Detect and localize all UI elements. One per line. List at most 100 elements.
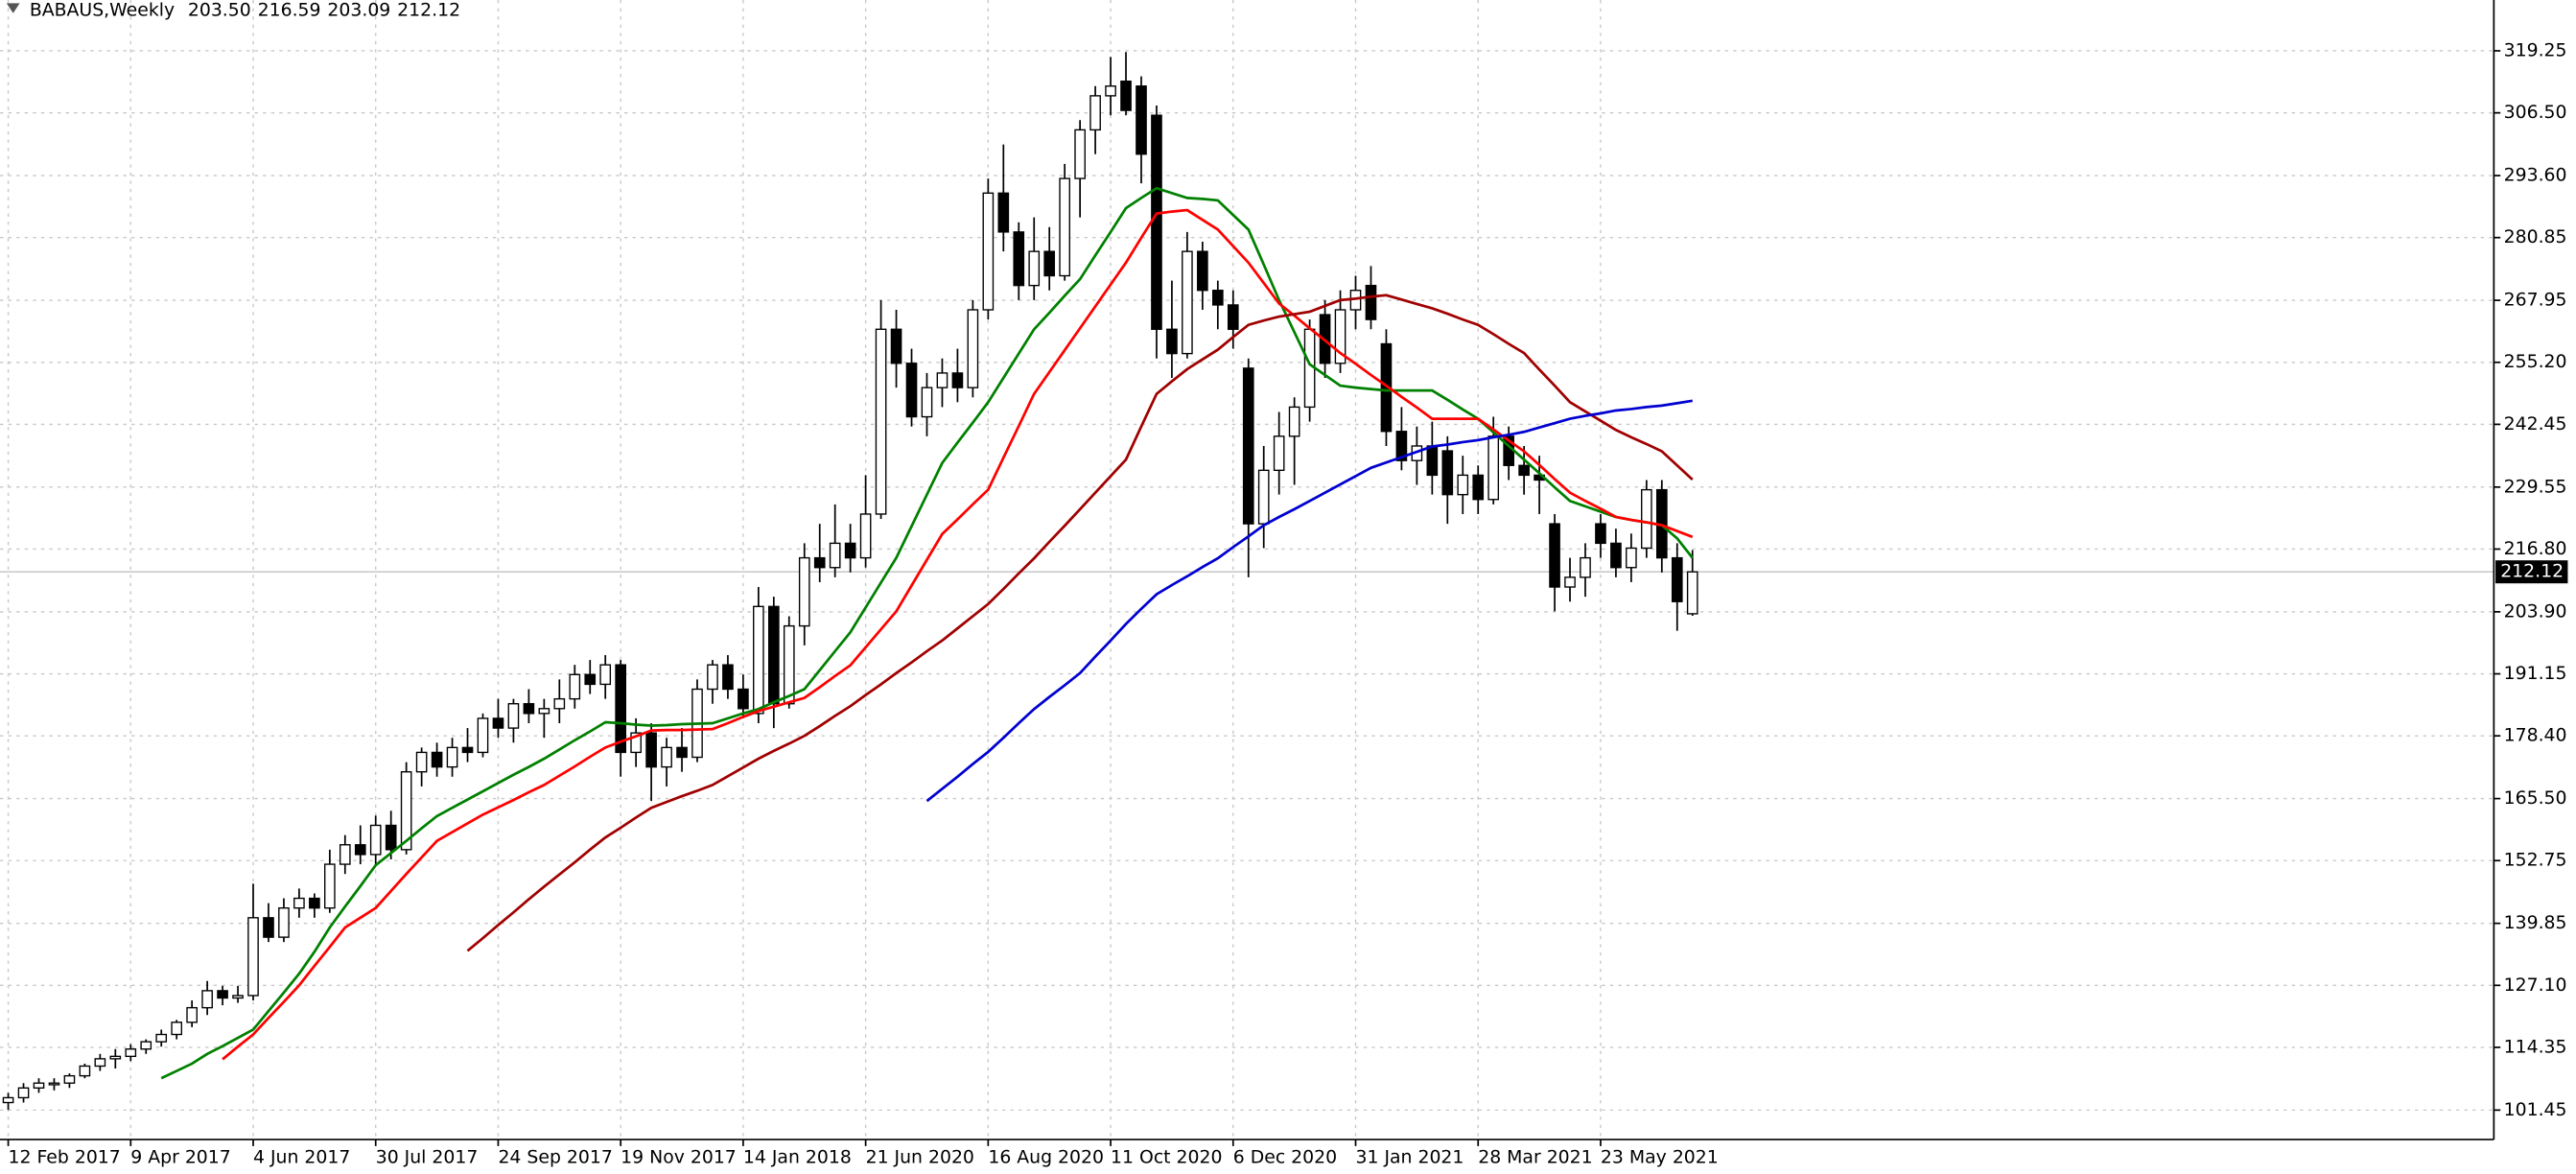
moving-average-line — [925, 399, 1693, 803]
candle-body — [492, 717, 504, 729]
candle-body — [155, 1033, 168, 1043]
candle-body — [385, 824, 397, 851]
candle-body — [354, 844, 366, 856]
candle-body — [875, 328, 887, 515]
candle-body — [584, 673, 597, 686]
moving-average-line — [160, 186, 1694, 1080]
candle-body — [278, 907, 290, 938]
x-tick-label: 12 Feb 2017 — [9, 1147, 121, 1167]
y-tick-label: 178.40 — [2504, 726, 2567, 746]
candle-body — [523, 703, 535, 715]
candle-body — [400, 771, 412, 851]
candle-body — [369, 824, 382, 856]
x-tick-label: 24 Sep 2017 — [498, 1147, 612, 1167]
candle-body — [1197, 250, 1208, 292]
candle-body — [247, 917, 259, 997]
candle-body — [615, 664, 626, 754]
y-tick-label: 293.60 — [2504, 166, 2567, 186]
candle-body — [1074, 129, 1086, 179]
readout-low: 203.09 — [327, 0, 390, 20]
candle-body — [79, 1065, 91, 1077]
x-tick-label: 6 Dec 2020 — [1233, 1147, 1337, 1167]
candle-body — [905, 363, 918, 418]
candle-body — [309, 897, 320, 909]
candle-body — [707, 664, 718, 691]
readout-open: 203.50 — [188, 0, 251, 20]
candle-body — [33, 1082, 45, 1089]
readout-high: 216.59 — [258, 0, 321, 20]
candle-body — [569, 673, 581, 700]
candle-body — [1013, 231, 1025, 287]
x-tick-label: 31 Jan 2021 — [1356, 1147, 1464, 1167]
candle-body — [1151, 114, 1162, 330]
candle-body — [1595, 523, 1606, 545]
y-tick-label: 127.10 — [2504, 975, 2567, 996]
candle-body — [1380, 342, 1393, 433]
candle-body — [645, 732, 657, 768]
x-tick-label: 11 Oct 2020 — [1111, 1147, 1222, 1167]
y-tick-label: 152.75 — [2504, 851, 2567, 871]
plot-area — [0, 52, 2494, 1111]
candle-body — [477, 717, 489, 754]
candle-body — [63, 1074, 76, 1084]
candle-body — [1626, 547, 1637, 569]
moving-average-line — [222, 208, 1694, 1061]
candle-body — [783, 624, 795, 705]
candle-body — [813, 556, 826, 569]
candle-body — [2, 1096, 14, 1104]
candle-body — [1273, 435, 1285, 472]
candle-body — [461, 746, 474, 754]
candle-body — [1028, 250, 1041, 287]
candle-body — [415, 751, 428, 773]
candle-body — [140, 1041, 152, 1050]
x-tick-label: 19 Nov 2017 — [621, 1147, 737, 1167]
candle-body — [324, 863, 336, 909]
candle-body — [263, 917, 274, 938]
candle-body — [507, 703, 520, 729]
x-tick-label: 14 Jan 2018 — [743, 1147, 852, 1167]
grid — [0, 0, 2494, 1140]
candle-body — [1227, 304, 1239, 330]
x-tick-label: 4 Jun 2017 — [253, 1147, 350, 1167]
candle-body — [94, 1058, 106, 1068]
candle-body — [676, 746, 688, 759]
candle-body — [1120, 80, 1132, 111]
candle-body — [1043, 250, 1056, 277]
candle-body — [599, 664, 612, 686]
candle-body — [1288, 406, 1300, 437]
candle-body — [1457, 474, 1469, 496]
title-symbol: BABAUS,Weekly — [30, 0, 175, 20]
readout-close: 212.12 — [397, 0, 460, 20]
candle-body — [890, 328, 902, 364]
candle-body — [1365, 284, 1377, 320]
candle-body — [1487, 435, 1500, 501]
y-tick-label: 242.45 — [2504, 414, 2567, 434]
y-tick-label: 191.15 — [2504, 664, 2567, 684]
candle-body — [1166, 328, 1178, 355]
candle-body — [768, 605, 780, 705]
x-tick-label: 23 May 2021 — [1601, 1147, 1719, 1167]
candle-body — [1671, 556, 1683, 602]
chart-title: BABAUS,Weekly 203.50 216.59 203.09 212.12 — [30, 0, 460, 20]
candle-body — [798, 556, 810, 627]
x-tick-label: 16 Aug 2020 — [988, 1147, 1104, 1167]
candle-body — [1242, 367, 1254, 525]
candle-body — [967, 309, 979, 388]
y-tick-label: 101.45 — [2504, 1100, 2567, 1120]
candle-body — [446, 746, 458, 768]
y-tick-label: 139.85 — [2504, 913, 2567, 933]
last-price-box — [2495, 560, 2568, 584]
candle-body — [109, 1055, 122, 1060]
candle-body — [1089, 95, 1101, 131]
candle-body — [829, 542, 841, 569]
candle-body — [982, 192, 995, 311]
candle-body — [1182, 250, 1193, 355]
candle-body — [171, 1021, 183, 1036]
candle-body — [17, 1087, 30, 1099]
y-tick-label: 165.50 — [2504, 788, 2567, 809]
candle-body — [738, 688, 749, 710]
candle-body — [753, 605, 764, 715]
symbol-icon — [6, 3, 20, 13]
